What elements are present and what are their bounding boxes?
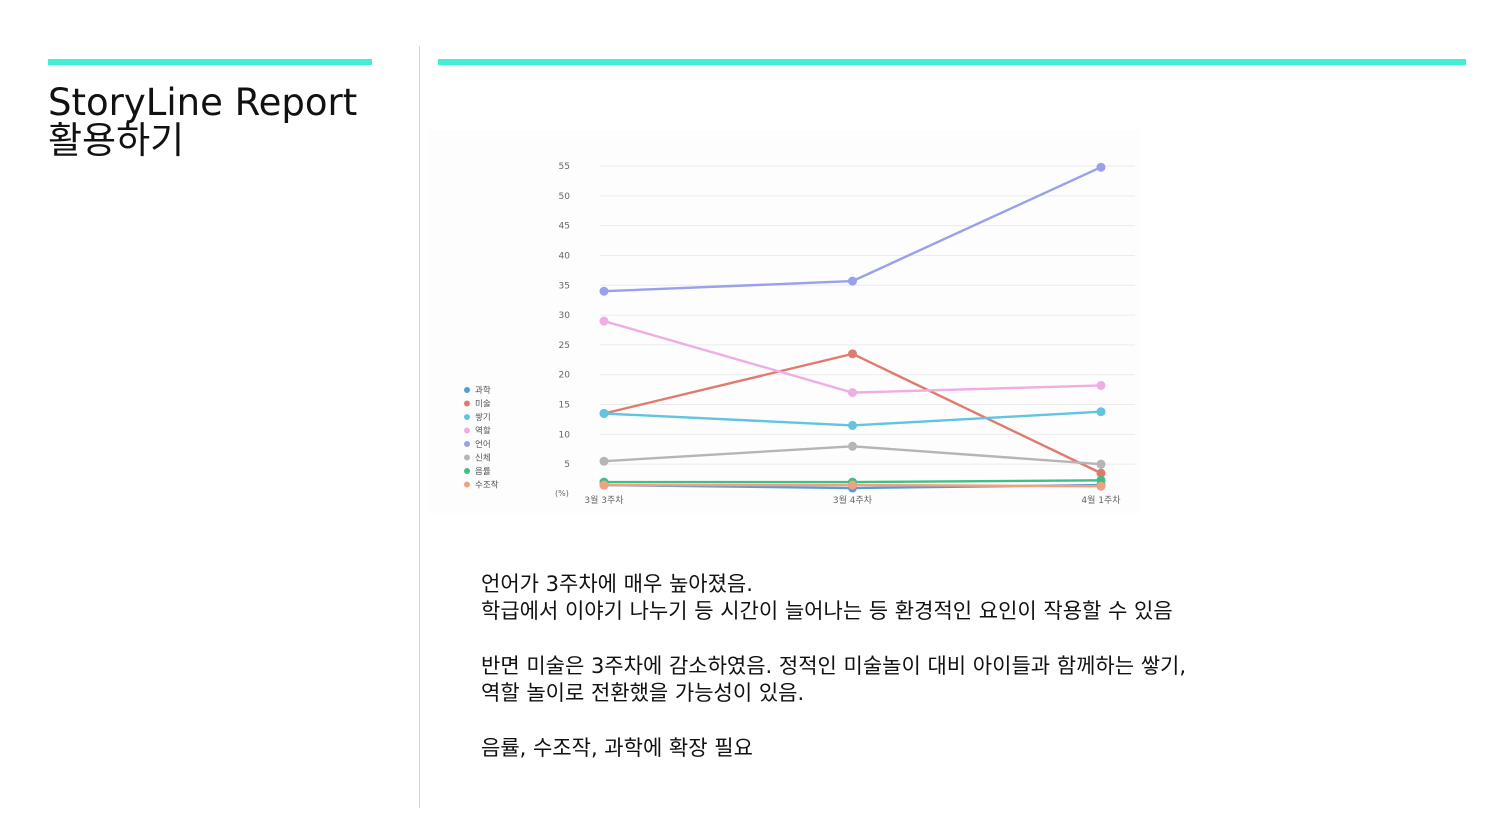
legend-marker [464,454,470,461]
data-point-언어 [599,286,609,296]
note-line: 언어가 3주차에 매우 높아졌음. [481,572,753,596]
title-accent-bar [48,59,372,65]
legend-marker [464,441,470,447]
data-point-언어 [848,276,857,286]
content-accent-bar [438,59,1466,65]
data-point-신체 [848,441,857,451]
slide-title-line-2: 활용하기 [48,119,185,162]
legend-marker [464,481,470,488]
data-point-쌓기 [1096,407,1106,417]
note-paragraph-1: 언어가 3주차에 매우 높아졌음. 학급에서 이야기 나누기 등 시간이 늘어나… [481,571,1441,625]
x-tick-label: 3월 4주차 [833,494,873,506]
note-paragraph-3: 음률, 수조작, 과학에 확장 필요 [481,735,1441,762]
y-tick-label: 40 [559,251,571,261]
legend-label: 음률 [475,467,491,477]
legend-marker [464,468,470,474]
y-tick-label: 45 [559,222,570,232]
data-point-미술 [848,349,857,359]
x-tick-label: 3월 3주차 [584,494,624,506]
note-paragraph-2: 반면 미술은 3주차에 감소하였음. 정적인 미술놀이 대비 아이들과 함께하는… [481,653,1441,707]
data-point-신체 [599,456,609,466]
note-line: 학급에서 이야기 나누기 등 시간이 늘어나는 등 환경적인 요인이 작용할 수… [481,599,1173,623]
data-point-쌓기 [599,408,609,418]
data-point-언어 [1096,162,1106,172]
series-line-언어 [603,166,1102,293]
data-point-역할 [848,388,857,398]
note-line: 음률, 수조작, 과학에 확장 필요 [481,736,753,760]
slide-title-line-1: StoryLine Report [48,81,358,124]
legend-label: 수조작 [475,480,499,491]
data-point-역할 [1096,380,1106,390]
legend-label: 과학 [475,385,491,396]
legend-label: 미술 [475,400,491,410]
y-tick-label: 10 [559,430,571,440]
y-tick-label: 15 [559,401,570,411]
legend-marker [464,427,470,434]
data-point-미술 [1096,468,1106,478]
y-tick-label: 30 [559,311,571,321]
slide-title: StoryLine Report 활용하기 [48,84,413,160]
data-point-수조작 [848,480,857,490]
y-tick-label: 5 [564,460,570,470]
analysis-notes: 언어가 3주차에 매우 높아졌음. 학급에서 이야기 나누기 등 시간이 늘어나… [481,571,1441,790]
legend-label: 쌓기 [475,413,491,423]
y-tick-label: 20 [559,371,571,381]
y-axis-unit-label: (%) [555,489,569,498]
note-line: 반면 미술은 3주차에 감소하였음. 정적인 미술놀이 대비 아이들과 함께하는… [481,654,1187,678]
data-point-신체 [1096,459,1106,469]
x-tick-label: 4월 1주차 [1081,494,1121,506]
data-point-역할 [599,316,609,326]
legend-marker [464,400,470,407]
line-chart: 5 10 15 20 25 30 35 40 45 50 55 (%) 3월 3주차 3월 4주차 4월 1… [464,162,1135,506]
note-line: 역할 놀이로 전환했을 가능성이 있음. [481,681,805,705]
legend-marker [464,414,470,420]
legend-marker [464,387,470,393]
legend-label: 언어 [475,439,491,450]
line-chart-panel: 5 10 15 20 25 30 35 40 45 50 55 (%) 3월 3주차 3월 4주차 4월 1… [428,130,1140,514]
y-tick-label: 50 [559,192,571,202]
data-point-쌓기 [848,420,857,430]
y-tick-label: 25 [559,341,570,351]
y-tick-label: 35 [559,281,570,291]
legend-label: 역할 [475,426,491,437]
y-tick-label: 55 [559,162,570,172]
vertical-divider [419,46,420,808]
series-line-미술 [603,352,1102,475]
data-point-수조작 [599,480,609,490]
data-point-수조작 [1096,481,1106,491]
legend-label: 신체 [475,453,491,464]
